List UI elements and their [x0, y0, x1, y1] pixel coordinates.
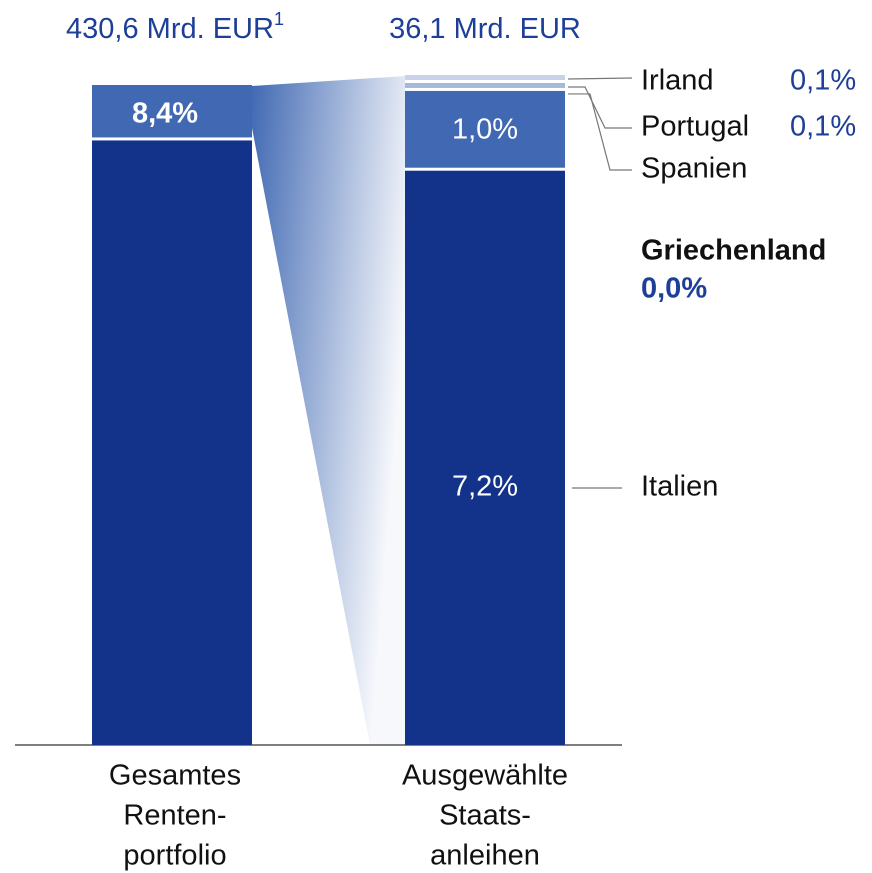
x-tick-label: Gesamtes [109, 760, 241, 792]
x-tick-label: Staats- [439, 800, 531, 832]
segment-name: Griechenland [641, 235, 826, 267]
segment-name: Spanien [641, 153, 747, 185]
bar-segment [405, 170, 565, 745]
value-label: 0,1% [790, 111, 856, 143]
segment-name: Italien [641, 471, 718, 503]
segment-name: Irland [641, 65, 714, 97]
value-label: 8,4% [132, 97, 198, 129]
value-label: 0,1% [790, 65, 856, 97]
total-label: 36,1 Mrd. EUR [389, 13, 581, 45]
segment-name: Portugal [641, 111, 749, 143]
bar-segment [92, 85, 252, 138]
x-tick-label: Renten- [123, 800, 226, 832]
bar-segment [405, 75, 565, 80]
x-tick-label: Ausgewählte [402, 760, 568, 792]
value-label: 1,0% [452, 113, 518, 145]
leader-line [568, 93, 632, 171]
value-label: 0,0% [641, 273, 707, 305]
x-tick-label: anleihen [430, 840, 540, 872]
footnote-marker: 1 [274, 9, 284, 29]
x-tick-label: portfolio [123, 840, 226, 872]
breakout-fan [252, 76, 405, 745]
leader-line [568, 86, 632, 129]
bar-segment [405, 82, 565, 88]
total-value: 430,6 Mrd. EUR [66, 13, 274, 45]
bar-segment [92, 140, 252, 745]
total-value: 36,1 Mrd. EUR [389, 13, 581, 45]
value-label: 7,2% [452, 471, 518, 503]
total-label: 430,6 Mrd. EUR1 [66, 9, 284, 45]
leader-line [567, 77, 633, 80]
bar-segment [405, 90, 565, 168]
